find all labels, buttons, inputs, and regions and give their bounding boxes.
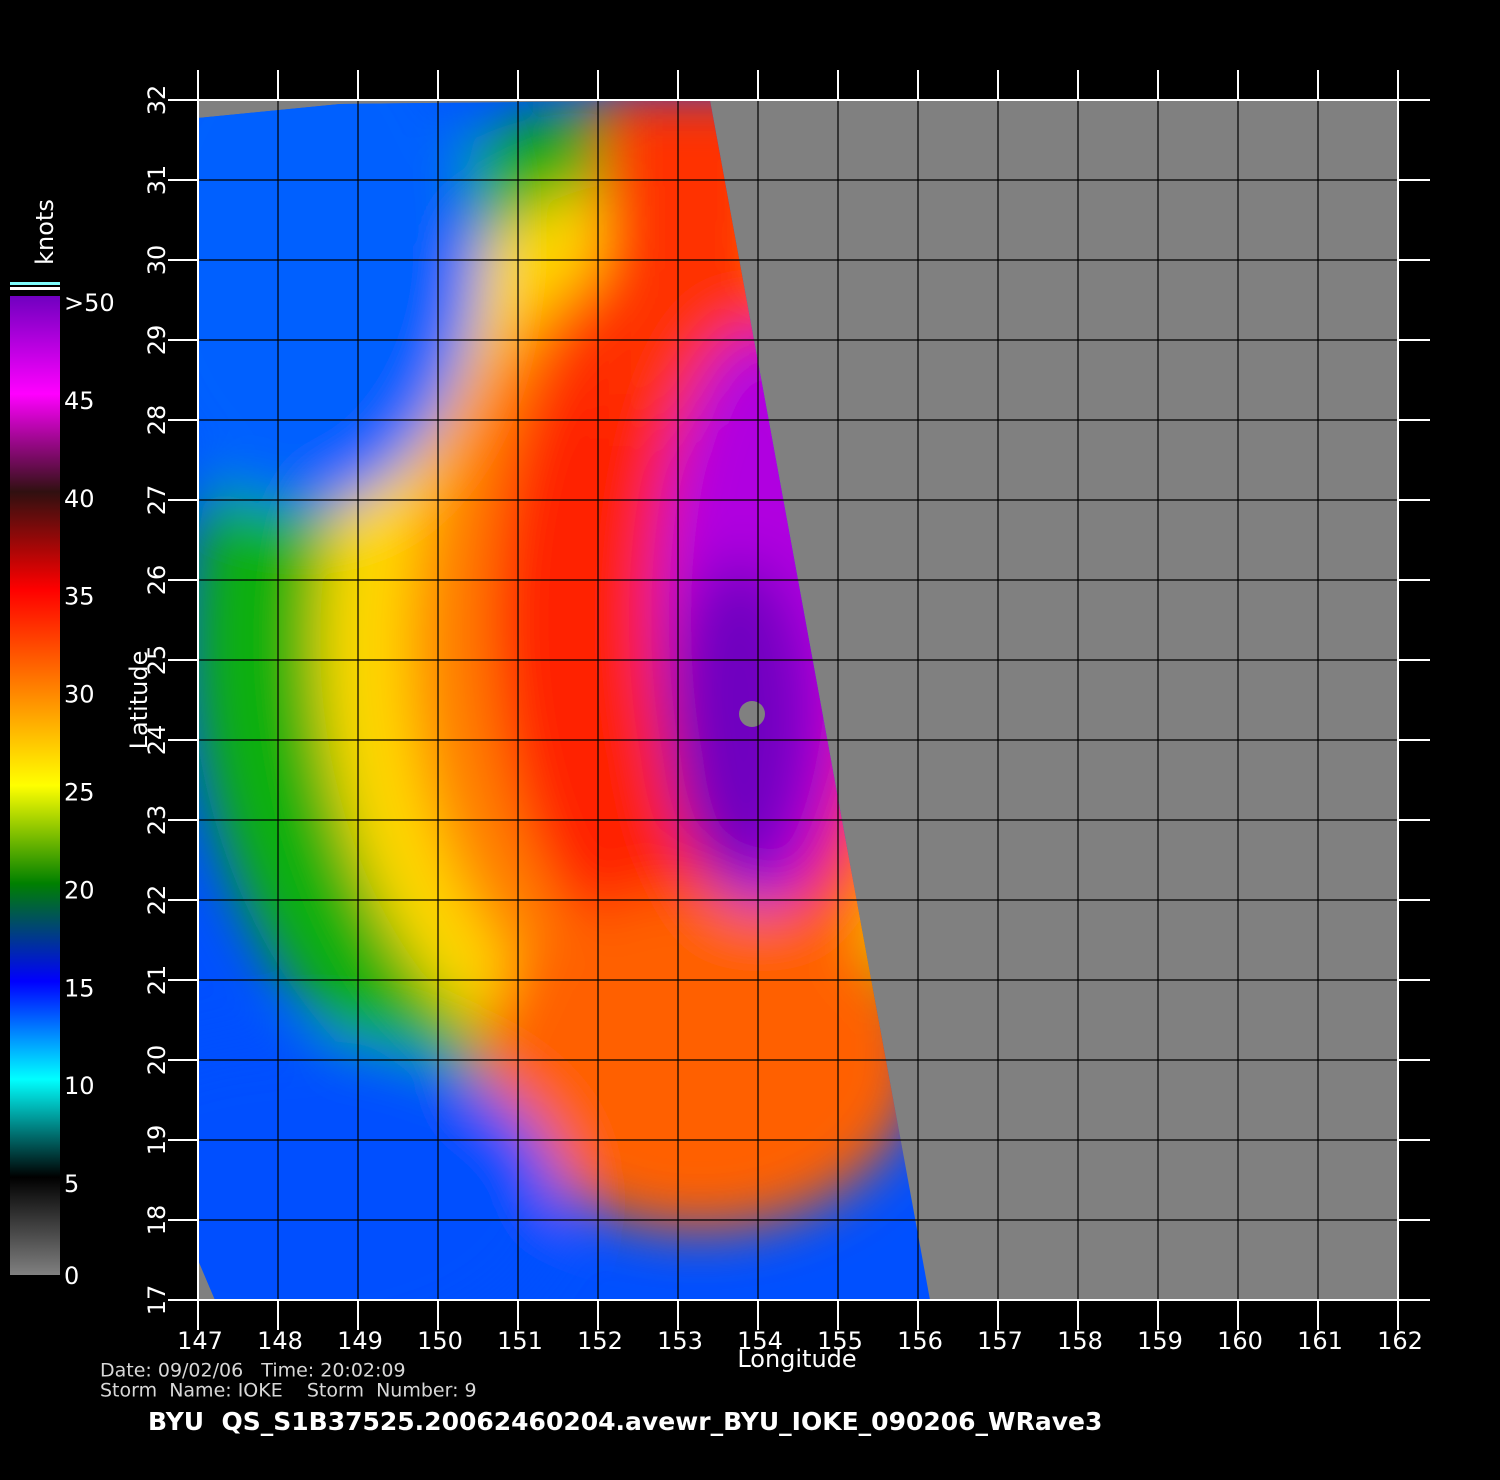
plot-frame (197, 99, 1399, 1301)
storm-eye (739, 701, 765, 727)
colorbar-tick-label: 5 (64, 1170, 79, 1198)
colorbar-tick-label: 30 (64, 681, 95, 709)
colorbar-decoration (10, 287, 60, 290)
x-tick-label: 157 (977, 1327, 1023, 1355)
colorbar-tick-label: 25 (64, 779, 95, 807)
info-text: Storm Name: IOKE Storm Number: 9 (100, 1380, 477, 1402)
y-tick-label: 19 (143, 1125, 171, 1156)
x-tick-label: 147 (177, 1327, 223, 1355)
x-tick-label: 156 (897, 1327, 943, 1355)
x-tick-label: 155 (817, 1327, 863, 1355)
colorbar-tick-label: 20 (64, 876, 95, 904)
colorbar (10, 296, 60, 1275)
x-tick-label: 153 (657, 1327, 703, 1355)
info-text: Date: 09/02/06 Time: 20:02:09 (100, 1360, 406, 1382)
x-tick-label: 162 (1377, 1327, 1423, 1355)
x-tick-label: 160 (1217, 1327, 1263, 1355)
y-tick-label: 27 (143, 485, 171, 516)
footer-title: BYU QS_S1B37525.20062460204.avewr_BYU_IO… (148, 1407, 1102, 1436)
x-tick-label: 148 (257, 1327, 303, 1355)
y-tick-label: 23 (143, 805, 171, 836)
colorbar-tick-label: 10 (64, 1072, 95, 1100)
x-tick-label: 154 (737, 1327, 783, 1355)
x-tick-label: 149 (337, 1327, 383, 1355)
colorbar-tick-label: >50 (64, 289, 115, 317)
x-tick-label: 150 (417, 1327, 463, 1355)
x-tick-label: 159 (1137, 1327, 1183, 1355)
y-tick-label: 30 (143, 245, 171, 276)
y-axis-label: Latitude (125, 651, 153, 750)
y-tick-label: 31 (143, 165, 171, 196)
y-tick-label: 29 (143, 325, 171, 356)
x-axis-label: Longitude (737, 1345, 856, 1373)
colorbar-tick-label: 0 (64, 1262, 79, 1290)
y-tick-label: 18 (143, 1205, 171, 1236)
x-tick-label: 151 (497, 1327, 543, 1355)
colorbar-tick-label: 40 (64, 485, 95, 513)
colorbar-decoration (10, 282, 60, 285)
y-tick-label: 17 (143, 1285, 171, 1316)
y-tick-label: 26 (143, 565, 171, 596)
colorbar-label: knots (31, 199, 59, 265)
x-tick-label: 161 (1297, 1327, 1343, 1355)
x-tick-label: 152 (577, 1327, 623, 1355)
colorbar-tick-label: 45 (64, 387, 95, 415)
y-tick-label: 21 (143, 965, 171, 996)
colorbar-tick-label: 15 (64, 974, 95, 1002)
y-tick-label: 25 (143, 645, 171, 676)
y-tick-label: 32 (143, 85, 171, 116)
colorbar-tick-label: 35 (64, 583, 95, 611)
x-tick-label: 158 (1057, 1327, 1103, 1355)
y-tick-label: 28 (143, 405, 171, 436)
y-tick-label: 20 (143, 1045, 171, 1076)
y-tick-label: 22 (143, 885, 171, 916)
y-tick-label: 24 (143, 725, 171, 756)
